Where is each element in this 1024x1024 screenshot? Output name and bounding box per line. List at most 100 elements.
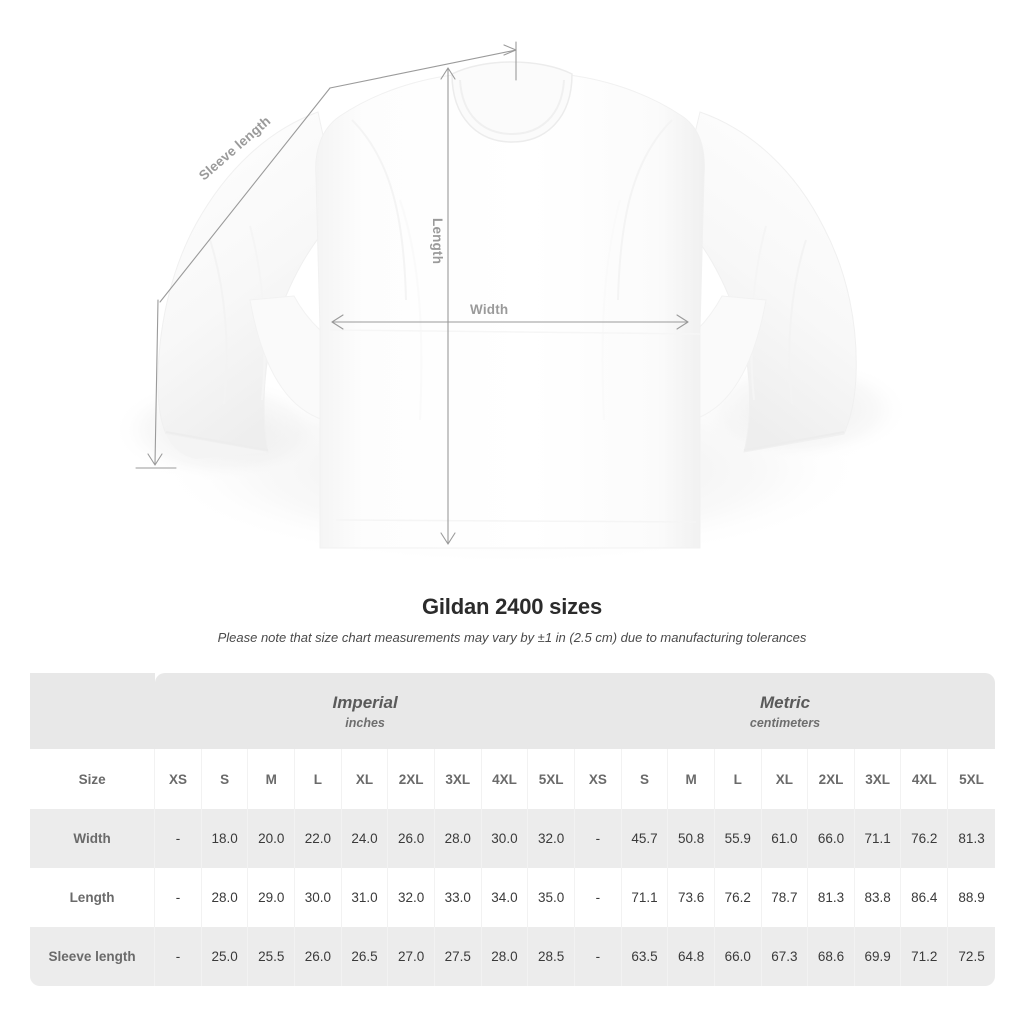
- size-header-imperial-xs: XS: [155, 749, 202, 809]
- row-label: Sleeve length: [30, 927, 156, 986]
- cell-length-imperial-3xl: 33.0: [434, 868, 482, 927]
- cell-sleeve-length-imperial-s: 25.0: [201, 927, 249, 986]
- table-head: Imperial inches Metric centimeters Size …: [30, 673, 995, 809]
- cell-length-imperial-s: 28.0: [201, 868, 249, 927]
- cell-length-metric-5xl: 88.9: [948, 868, 995, 927]
- size-header-metric-xs: XS: [575, 749, 622, 809]
- size-header-imperial-4xl: 4XL: [481, 749, 529, 809]
- metric-unit-header: Metric centimeters: [575, 673, 995, 749]
- row-label: Width: [30, 809, 156, 868]
- unit-row-spacer: [30, 673, 156, 749]
- cell-length-metric-l: 76.2: [714, 868, 762, 927]
- cell-length-metric-m: 73.6: [668, 868, 715, 927]
- cell-width-metric-s: 45.7: [621, 809, 669, 868]
- table-row: Width -18.0 20.0 22.0 24.0 26.0 28.0 30.0 32.0-4…: [30, 809, 995, 868]
- cell-sleeve-length-imperial-5xl: 28.5: [528, 927, 575, 986]
- cell-length-metric-4xl: 86.4: [901, 868, 949, 927]
- cell-sleeve-length-metric-l: 66.0: [714, 927, 762, 986]
- cell-width-metric-3xl: 71.1: [854, 809, 902, 868]
- cell-length-metric-s: 71.1: [621, 868, 669, 927]
- row-label: Length: [30, 868, 156, 927]
- cell-width-metric-m: 50.8: [668, 809, 715, 868]
- cell-length-imperial-2xl: 32.0: [388, 868, 435, 927]
- metric-label: Metric: [759, 693, 811, 713]
- size-header-imperial-xl: XL: [341, 749, 389, 809]
- size-header-imperial-3xl: 3XL: [434, 749, 482, 809]
- cell-sleeve-length-metric-m: 64.8: [668, 927, 715, 986]
- cell-sleeve-length-imperial-l: 26.0: [295, 927, 342, 986]
- cell-width-imperial-s: 18.0: [201, 809, 249, 868]
- cell-width-imperial-xl: 24.0: [341, 809, 389, 868]
- size-column-header: Size: [30, 749, 156, 809]
- dimension-lines: [135, 41, 689, 545]
- cell-length-imperial-m: 29.0: [248, 868, 296, 927]
- size-chart-table-container: Imperial inches Metric centimeters Size …: [30, 673, 995, 986]
- garment-illustration: Width Length Sleeve length: [112, 41, 910, 566]
- size-header-imperial-l: L: [295, 749, 342, 809]
- cell-sleeve-length-metric-xs: -: [575, 927, 622, 986]
- cell-length-metric-xl: 78.7: [761, 868, 809, 927]
- dimension-arrowheads: [147, 44, 689, 545]
- cell-length-imperial-xs: -: [155, 868, 202, 927]
- size-header-metric-5xl: 5XL: [948, 749, 995, 809]
- table-row: Sleeve length -25.0 25.5 26.0 26.5 27.0 27.5 28…: [30, 927, 995, 986]
- size-chart-table: Imperial inches Metric centimeters Size …: [30, 673, 995, 986]
- size-header-imperial-2xl: 2XL: [388, 749, 435, 809]
- cell-sleeve-length-metric-3xl: 69.9: [854, 927, 902, 986]
- cell-width-metric-5xl: 81.3: [948, 809, 995, 868]
- cell-width-imperial-xs: -: [155, 809, 202, 868]
- cell-length-metric-xs: -: [575, 868, 622, 927]
- cell-width-metric-4xl: 76.2: [901, 809, 949, 868]
- cell-width-metric-xs: -: [575, 809, 622, 868]
- cell-sleeve-length-imperial-xs: -: [155, 927, 202, 986]
- cell-sleeve-length-metric-4xl: 71.2: [901, 927, 949, 986]
- cell-length-imperial-xl: 31.0: [341, 868, 389, 927]
- imperial-unit-header: Imperial inches: [155, 673, 575, 749]
- cell-width-metric-xl: 61.0: [761, 809, 809, 868]
- tolerance-note: Please note that size chart measurements…: [217, 630, 807, 645]
- cell-length-imperial-4xl: 34.0: [481, 868, 529, 927]
- length-dimension-label: Length: [430, 218, 445, 265]
- cell-length-metric-2xl: 81.3: [808, 868, 855, 927]
- cell-width-metric-2xl: 66.0: [808, 809, 855, 868]
- cell-width-imperial-5xl: 32.0: [528, 809, 575, 868]
- table-body: Width -18.0 20.0 22.0 24.0 26.0 28.0 30.0 32.0-4…: [30, 809, 995, 986]
- size-header-imperial-s: S: [201, 749, 249, 809]
- cell-width-imperial-3xl: 28.0: [434, 809, 482, 868]
- imperial-sublabel: inches: [345, 715, 385, 730]
- cell-sleeve-length-imperial-m: 25.5: [248, 927, 296, 986]
- chart-caption: Gildan 2400 sizes Please note that size …: [0, 594, 1024, 645]
- size-header-metric-2xl: 2XL: [808, 749, 855, 809]
- size-header-metric-m: M: [668, 749, 715, 809]
- cell-width-imperial-4xl: 30.0: [481, 809, 529, 868]
- cell-width-imperial-l: 22.0: [295, 809, 342, 868]
- cell-sleeve-length-metric-s: 63.5: [621, 927, 669, 986]
- cell-sleeve-length-imperial-2xl: 27.0: [388, 927, 435, 986]
- size-header-metric-l: L: [714, 749, 762, 809]
- cell-width-imperial-m: 20.0: [248, 809, 296, 868]
- width-dimension-label: Width: [470, 302, 509, 317]
- table-row: Length -28.0 29.0 30.0 31.0 32.0 33.0 34.0 35.0-…: [30, 868, 995, 927]
- sleeve-line-top: [329, 49, 517, 89]
- cell-sleeve-length-metric-5xl: 72.5: [948, 927, 995, 986]
- size-header-row: Size XS S M L XL 2XL 3XL 4XL 5XL XS S M L XL 2XL 3XL 4XL…: [30, 749, 995, 809]
- size-header-imperial-m: M: [248, 749, 296, 809]
- size-header-imperial-5xl: 5XL: [528, 749, 575, 809]
- cell-length-metric-3xl: 83.8: [854, 868, 902, 927]
- cell-length-imperial-5xl: 35.0: [528, 868, 575, 927]
- size-header-metric-3xl: 3XL: [854, 749, 902, 809]
- cell-width-metric-l: 55.9: [714, 809, 762, 868]
- cell-sleeve-length-metric-xl: 67.3: [761, 927, 809, 986]
- size-header-metric-s: S: [621, 749, 669, 809]
- cell-length-imperial-l: 30.0: [295, 868, 342, 927]
- cell-sleeve-length-imperial-3xl: 27.5: [434, 927, 482, 986]
- cell-sleeve-length-metric-2xl: 68.6: [808, 927, 855, 986]
- page-title: Gildan 2400 sizes: [421, 594, 603, 619]
- cell-sleeve-length-imperial-xl: 26.5: [341, 927, 389, 986]
- imperial-label: Imperial: [332, 693, 398, 713]
- cell-width-imperial-2xl: 26.0: [388, 809, 435, 868]
- size-header-metric-4xl: 4XL: [901, 749, 949, 809]
- size-header-metric-xl: XL: [761, 749, 809, 809]
- cell-sleeve-length-imperial-4xl: 28.0: [481, 927, 529, 986]
